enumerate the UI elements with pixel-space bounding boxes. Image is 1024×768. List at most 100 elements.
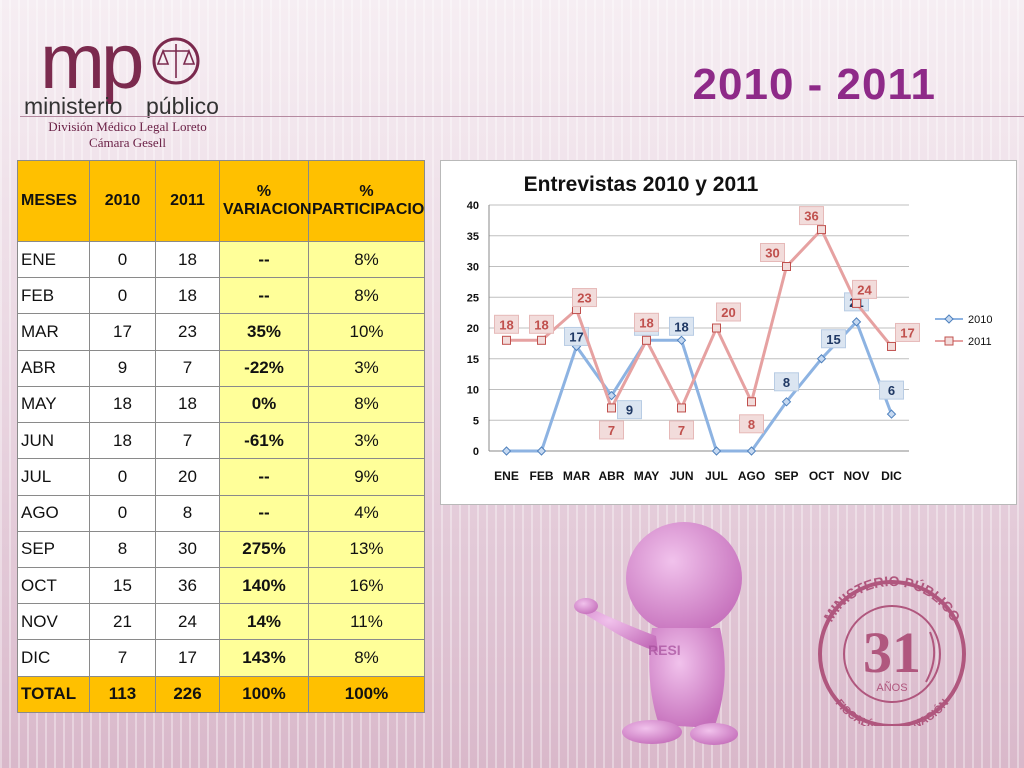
stamp-top-textpath: MINISTERIO PÚBLICO <box>820 576 963 624</box>
y-tick-label: 25 <box>467 292 479 304</box>
x-tick-label: JUN <box>669 469 693 483</box>
x-tick-label: DIC <box>881 469 902 483</box>
series-2010-point <box>781 397 792 407</box>
x-tick-label: JUL <box>705 469 728 483</box>
data-label-box <box>852 279 877 299</box>
y-tick-label: 35 <box>467 231 479 243</box>
y-tick-label: 15 <box>467 354 479 366</box>
cell-month: NOV <box>17 603 90 641</box>
series-2010-point <box>886 409 897 419</box>
cell-2011: 18 <box>155 385 220 424</box>
cell-variacion: -22% <box>219 349 309 387</box>
data-label-box <box>716 302 741 322</box>
cell-month: ABR <box>17 349 90 387</box>
series-2010-point <box>746 446 757 456</box>
cell-month: FEB <box>17 277 90 315</box>
table-header-row: MESES 2010 2011 % VARIACION % PARTICIPAC… <box>17 160 425 242</box>
cell-2011: 36 <box>155 566 220 605</box>
cell-variacion: -- <box>219 240 309 279</box>
series-2010-point <box>851 317 862 327</box>
table-total-row: TOTAL 113 226 100% 100% <box>17 675 425 714</box>
data-label: 18 <box>534 317 548 332</box>
cell-2010: 8 <box>89 530 156 568</box>
line-chart: Entrevistas 2010 y 2011 0 5 10 15 20 25 30 35 40 E… <box>467 173 993 483</box>
cell-participacion: 10% <box>308 313 425 351</box>
x-tick-label: MAY <box>634 469 660 483</box>
cell-month: OCT <box>17 566 90 605</box>
x-tick-label: OCT <box>809 469 835 483</box>
cell-2011: 20 <box>155 458 220 496</box>
y-tick-label: 5 <box>473 415 479 427</box>
cell-participacion: 3% <box>308 422 425 460</box>
division-name: División Médico Legal Loreto <box>48 119 207 134</box>
figure-foot-right <box>690 723 738 745</box>
cell-variacion: -- <box>219 494 309 532</box>
chart-title: Entrevistas 2010 y 2011 <box>524 173 759 196</box>
data-label: 6 <box>888 383 895 398</box>
cell-month: JUL <box>17 458 90 496</box>
data-label: 23 <box>577 291 591 306</box>
stamp-outer-ring <box>818 580 966 726</box>
data-label-box <box>760 243 785 262</box>
col-header-2011: 2011 <box>155 160 220 242</box>
series-line-2011 <box>506 226 893 412</box>
data-label-box <box>494 314 519 334</box>
ministerio-publico-logo: mp ministerio público <box>24 18 219 118</box>
data-label-box <box>669 316 694 336</box>
series-2011-point <box>817 225 826 235</box>
series-2011-point <box>537 335 546 345</box>
cell-variacion: -- <box>219 458 309 496</box>
col-header-2010: 2010 <box>89 160 156 242</box>
data-label-box <box>529 314 554 334</box>
series-2011-point <box>852 298 861 308</box>
x-tick-label: NOV <box>843 469 869 483</box>
series-2011-point <box>502 335 511 345</box>
data-label: 24 <box>857 282 872 297</box>
cell-2011: 18 <box>155 240 220 279</box>
cell-2011: 23 <box>155 313 220 351</box>
series-2011-point <box>747 397 756 407</box>
y-tick-label: 20 <box>467 323 479 335</box>
x-tick-label: AGO <box>738 469 765 483</box>
data-label-box <box>564 326 589 346</box>
cell-participacion: 4% <box>308 494 425 532</box>
data-label-box <box>879 380 904 400</box>
cell-variacion: 140% <box>219 566 309 605</box>
data-label-box <box>774 372 799 392</box>
cell-2010: 18 <box>89 385 156 424</box>
x-tick-label: MAR <box>563 469 591 483</box>
data-label: 18 <box>674 319 688 334</box>
series-2011-point <box>677 403 686 413</box>
cell-2010: 0 <box>89 240 156 279</box>
cell-participacion: 8% <box>308 385 425 424</box>
y-tick-label: 10 <box>467 385 479 397</box>
figure-hand <box>574 598 598 614</box>
logo-publico-text: público <box>146 93 219 118</box>
data-label-box <box>739 414 764 434</box>
figure-head <box>626 522 742 634</box>
pointing-figure-illustration: RESI <box>574 522 742 745</box>
data-label: 7 <box>678 423 685 438</box>
table-row: OCT 15 36 140% 16% <box>17 566 425 605</box>
cell-variacion: 100% <box>219 675 309 714</box>
cell-variacion: 35% <box>219 313 309 351</box>
table-body: ENE 0 18 -- 8% FEB 0 18 -- 8% MAR 17 23 35% 10% ABR 9 7 -2… <box>17 240 425 714</box>
series-2010-point <box>676 335 687 346</box>
data-label: 9 <box>626 403 633 418</box>
logo-mp-text: mp <box>40 18 142 105</box>
cell-2010: 18 <box>89 422 156 460</box>
cell-participacion: 13% <box>308 530 425 568</box>
data-label: 7 <box>608 423 615 438</box>
stamp-top-text: MINISTERIO PÚBLICO <box>820 576 963 624</box>
table-row: ABR 9 7 -22% 3% <box>17 349 425 387</box>
series-2011-point <box>607 403 616 413</box>
cell-participacion: 11% <box>308 603 425 641</box>
cell-2011: 30 <box>155 530 220 568</box>
table-row: FEB 0 18 -- 8% <box>17 277 425 315</box>
header-divider <box>20 116 1024 117</box>
series-2011-point <box>782 262 791 271</box>
data-label-box <box>634 312 659 332</box>
data-label: 15 <box>826 332 840 347</box>
table-row: ENE 0 18 -- 8% <box>17 240 425 279</box>
cell-participacion: 8% <box>308 639 425 677</box>
